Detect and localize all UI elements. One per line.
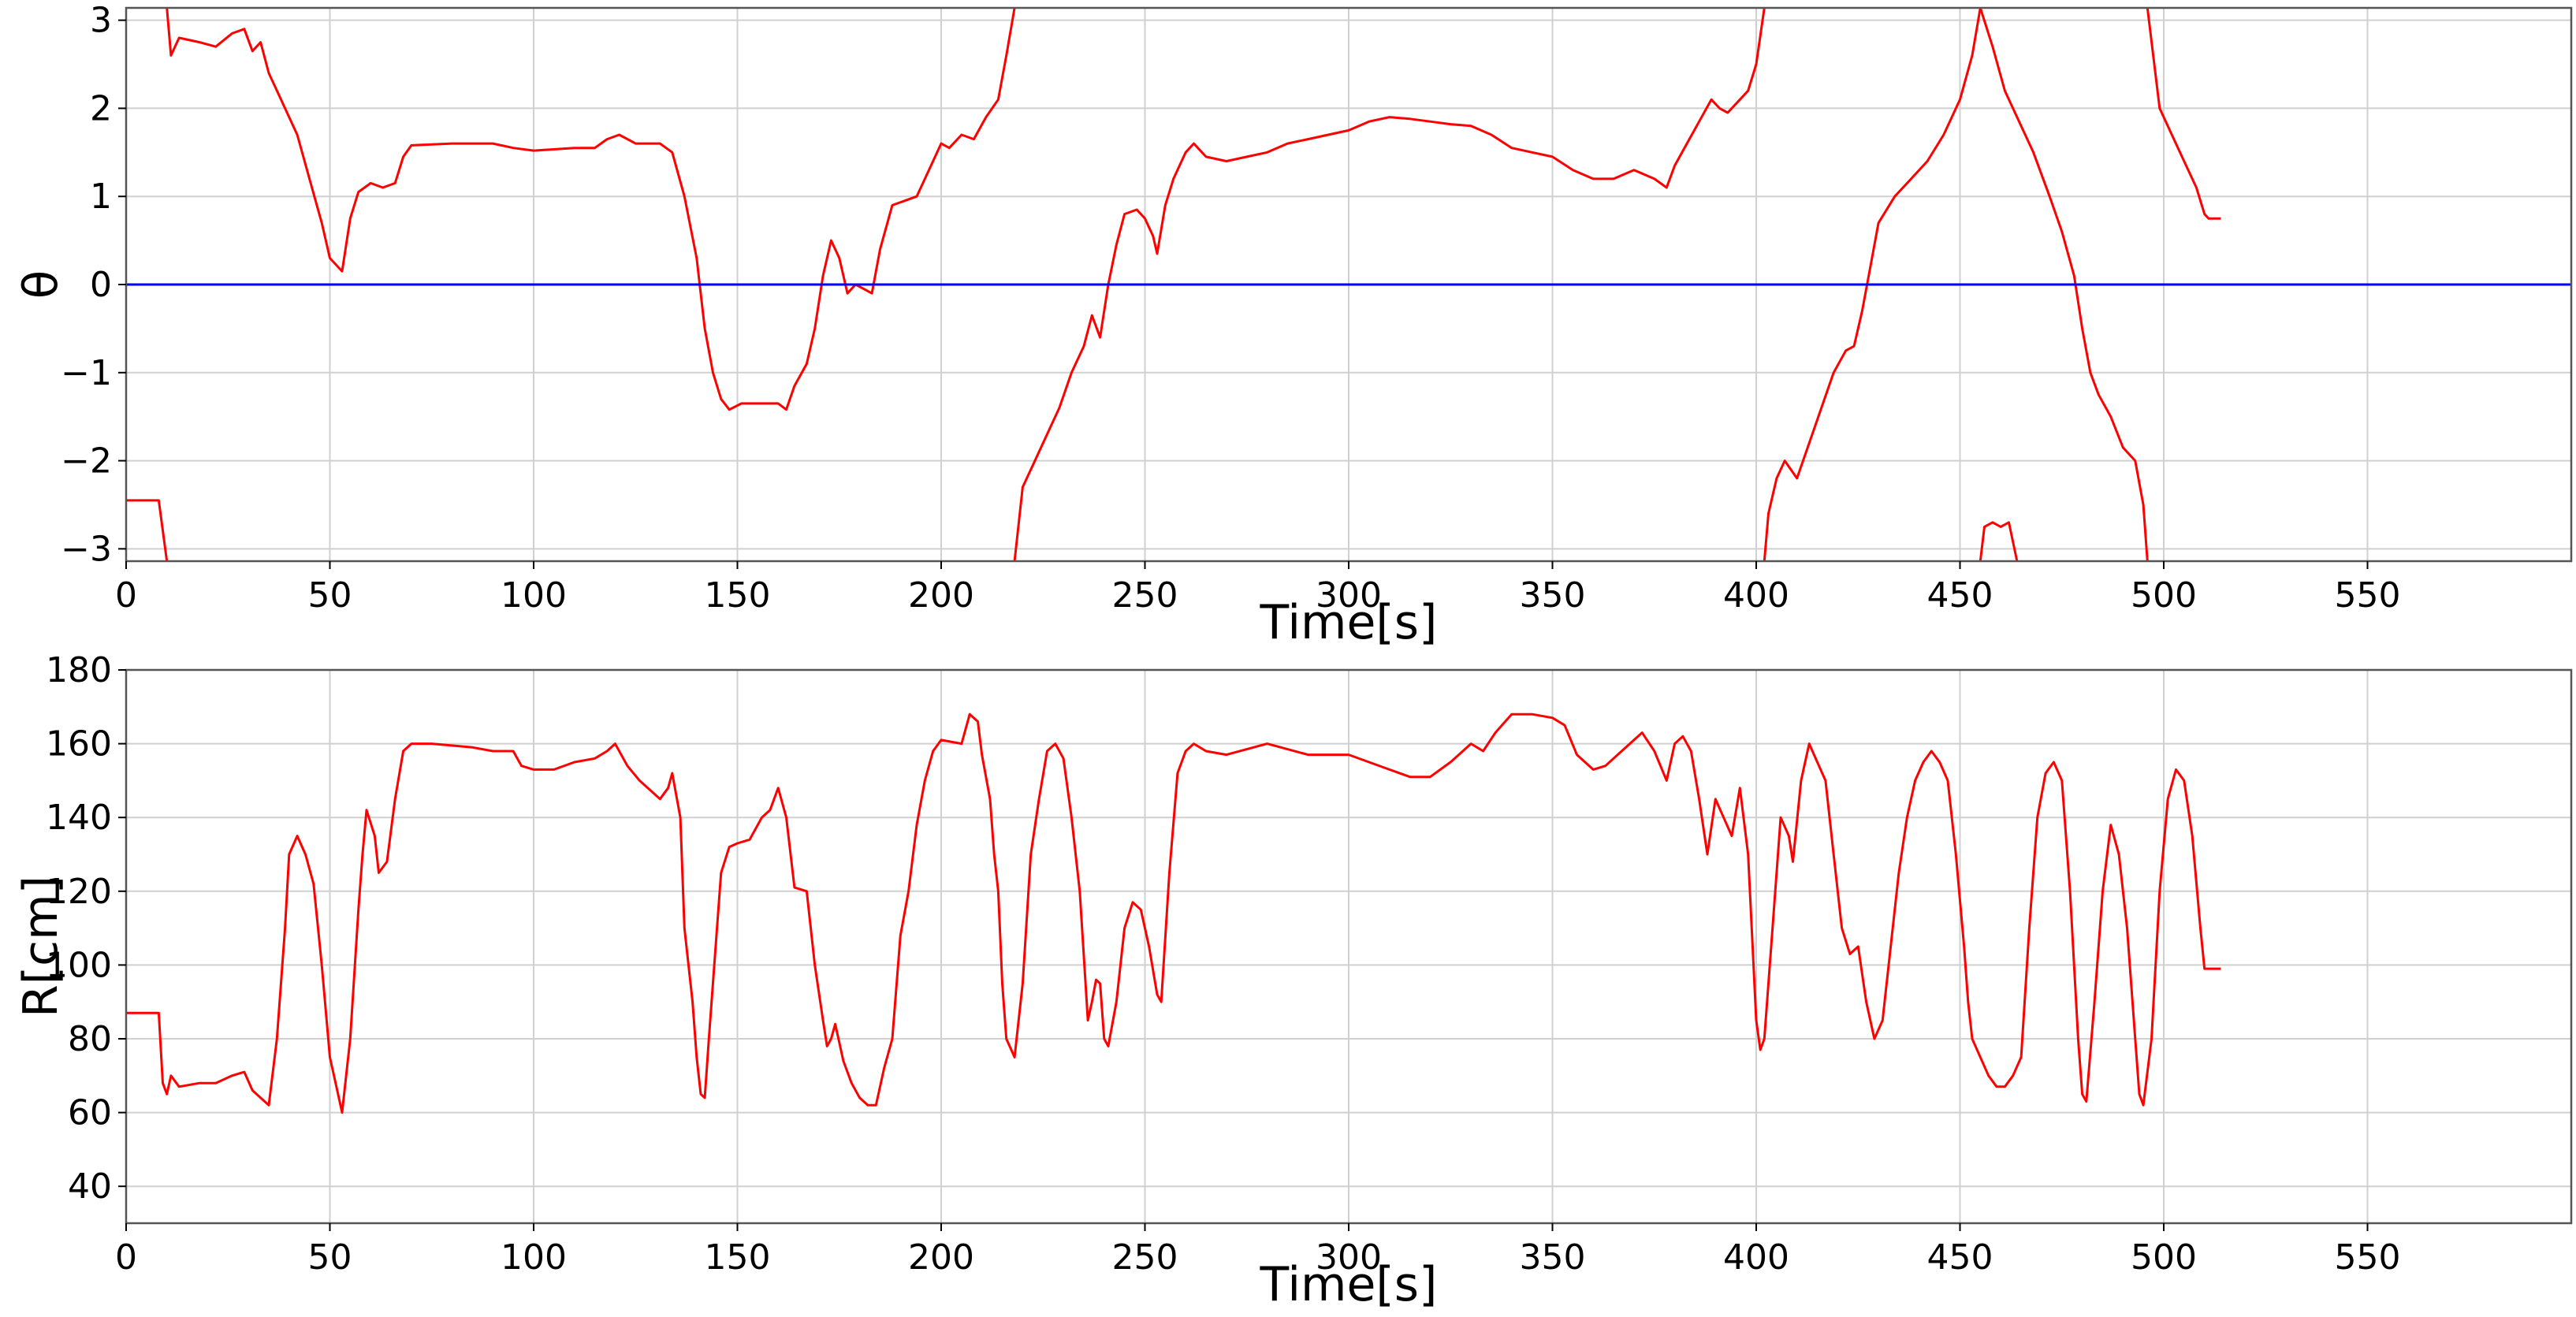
x-tick-label: 500 [2131,575,2197,616]
y-axis-label: θ [13,270,69,299]
x-tick-label: 300 [1316,575,1382,616]
series-0-segment-2 [1013,8,1766,561]
y-tick-label: 0 [90,265,112,305]
y-tick-label: 40 [68,1166,112,1207]
x-tick-label: 500 [2131,1237,2197,1278]
series-0-segment-0 [126,499,169,561]
y-tick-label: 3 [90,1,112,41]
series-0-segment-4 [1979,521,2019,561]
y-tick-label: 160 [46,724,112,765]
plot-area [126,8,2571,561]
x-tick-label: 450 [1927,1237,1993,1278]
y-tick-label: −3 [61,529,112,569]
y-tick-label: 100 [46,945,112,985]
x-tick-label: 0 [115,575,137,616]
y-tick-label: 2 [90,88,112,128]
x-axis-label: Time[s] [1260,1257,1438,1312]
x-tick-label: 350 [1520,1237,1586,1278]
series-0-segment-1 [166,8,1016,411]
x-tick-label: 150 [705,1237,771,1278]
y-tick-label: 180 [46,650,112,690]
x-tick-label: 450 [1927,575,1993,616]
y-tick-label: −2 [61,441,112,482]
series-0-segment-5 [1979,8,2149,561]
x-tick-label: 300 [1316,1237,1382,1278]
x-tick-label: 100 [501,1237,567,1278]
x-tick-label: 250 [1112,575,1178,616]
x-tick-label: 550 [2335,575,2401,616]
x-tick-label: 350 [1520,575,1586,616]
x-tick-label: 200 [908,575,974,616]
y-tick-label: 80 [68,1019,112,1059]
x-tick-label: 200 [908,1237,974,1278]
y-axis-label: R[cm] [13,876,69,1018]
x-tick-label: 250 [1112,1237,1178,1278]
y-tick-label: 1 [90,177,112,217]
series-0-segment-6 [2146,8,2221,220]
x-axis-label: Time[s] [1260,595,1438,650]
x-tick-label: 0 [115,1237,137,1278]
x-tick-label: 400 [1723,1237,1789,1278]
x-tick-label: 50 [308,1237,352,1278]
y-tick-label: 60 [68,1093,112,1133]
x-tick-label: 550 [2335,1237,2401,1278]
y-tick-label: 120 [46,872,112,912]
y-tick-label: −1 [61,353,112,393]
series-0-segment-3 [1763,8,1982,561]
x-tick-label: 50 [308,575,352,616]
y-tick-label: 140 [46,798,112,838]
x-tick-label: 150 [705,575,771,616]
x-tick-label: 100 [501,575,567,616]
plot-area [126,712,2221,1114]
x-tick-label: 400 [1723,575,1789,616]
radius-chart: 0 50 100 150 200 250 300 350 400 450 500 550 40 60 80 1… [13,650,2573,1312]
theta-chart: 0 50 100 150 200 250 300 350 400 450 500 550 −3 −2 −1 0… [13,1,2573,650]
series-0-segment-0 [126,712,2221,1114]
